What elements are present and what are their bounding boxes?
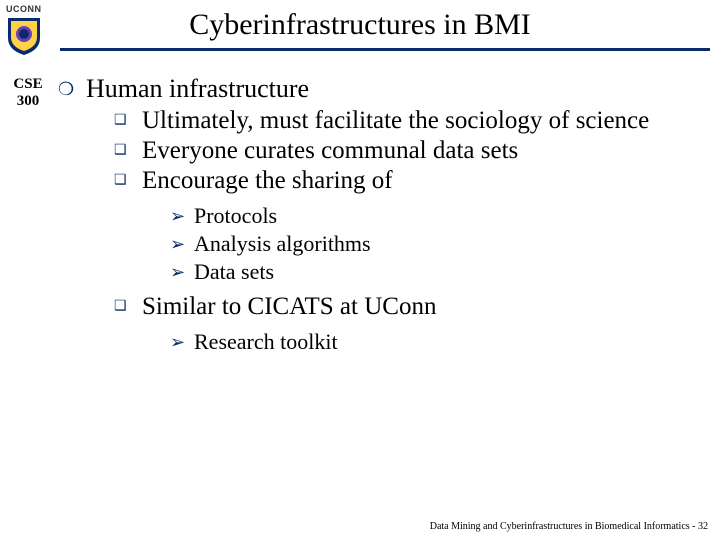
square-bullet-icon: ❑ xyxy=(114,106,142,136)
logo-area: UCONN xyxy=(6,4,54,61)
org-wordmark: UCONN xyxy=(6,4,54,14)
list-item: ➢ Analysis algorithms xyxy=(170,230,710,258)
square-bullet-icon: ❑ xyxy=(114,292,142,322)
list-item: ➢ Research toolkit xyxy=(170,328,710,356)
list-item: ❑ Similar to CICATS at UConn xyxy=(114,292,710,322)
list-item: ➢ Protocols xyxy=(170,202,710,230)
shield-icon xyxy=(6,16,42,56)
course-line1: CSE xyxy=(6,76,50,93)
lvl3-text: Data sets xyxy=(194,258,274,286)
arrow-bullet-icon: ➢ xyxy=(170,328,194,356)
lvl3-text: Analysis algorithms xyxy=(194,230,371,258)
slide-title: Cyberinfrastructures in BMI xyxy=(0,0,720,42)
arrow-bullet-icon: ➢ xyxy=(170,258,194,286)
square-bullet-icon: ❑ xyxy=(114,136,142,166)
list-item: ❑ Encourage the sharing of xyxy=(114,166,710,196)
course-label: CSE 300 xyxy=(6,76,50,109)
lvl1-text: Human infrastructure xyxy=(86,74,309,104)
lvl2-text: Encourage the sharing of xyxy=(142,166,393,196)
list-item: ❑ Ultimately, must facilitate the sociol… xyxy=(114,106,710,136)
slide-header: UCONN Cyberinfrastructures in BMI xyxy=(0,0,720,60)
list-item: ➢ Data sets xyxy=(170,258,710,286)
lvl2-text: Ultimately, must facilitate the sociolog… xyxy=(142,106,649,136)
list-item: ❍ Human infrastructure xyxy=(58,74,710,104)
arrow-bullet-icon: ➢ xyxy=(170,230,194,258)
lvl2-text: Similar to CICATS at UConn xyxy=(142,292,436,322)
title-rule xyxy=(60,48,710,51)
lvl3-text: Research toolkit xyxy=(194,328,338,356)
course-line2: 300 xyxy=(6,93,50,110)
lvl2-text: Everyone curates communal data sets xyxy=(142,136,518,166)
circle-bullet-icon: ❍ xyxy=(58,74,86,104)
arrow-bullet-icon: ➢ xyxy=(170,202,194,230)
list-item: ❑ Everyone curates communal data sets xyxy=(114,136,710,166)
lvl3-text: Protocols xyxy=(194,202,277,230)
slide-content: ❍ Human infrastructure ❑ Ultimately, mus… xyxy=(58,74,710,356)
slide-footer: Data Mining and Cyberinfrastructures in … xyxy=(430,521,708,532)
square-bullet-icon: ❑ xyxy=(114,166,142,196)
